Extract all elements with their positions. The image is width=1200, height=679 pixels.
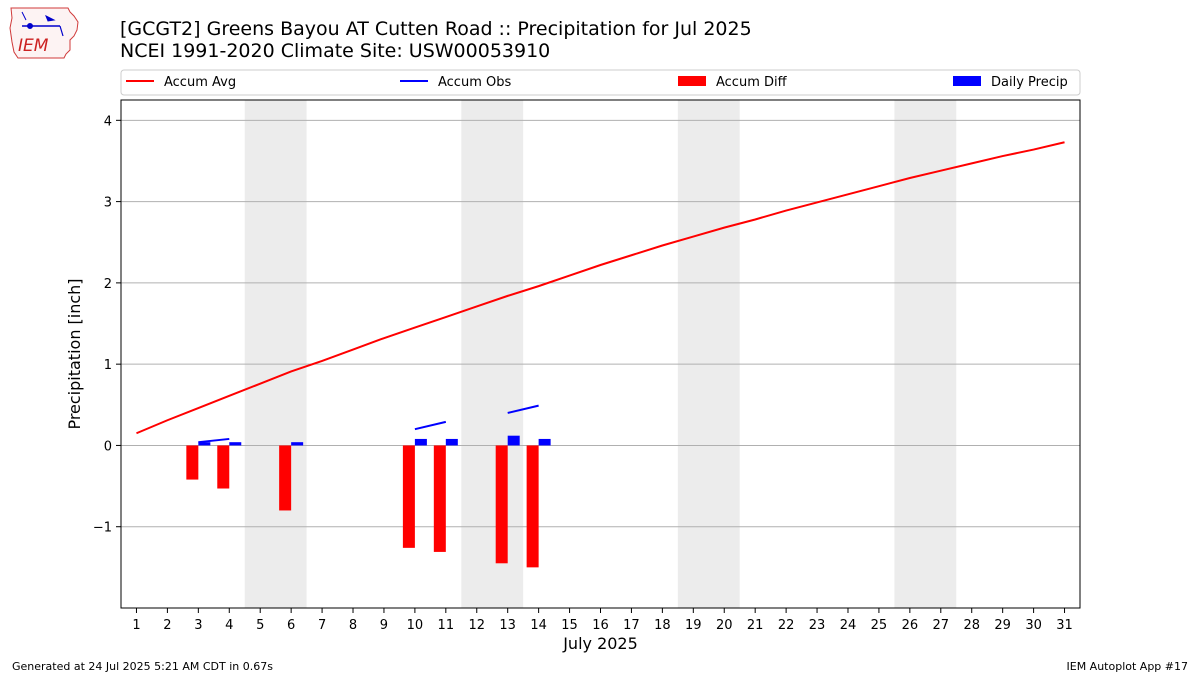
legend-label: Accum Obs [438, 75, 511, 90]
accum-obs-segment [414, 420, 447, 431]
accum-diff-bar [433, 445, 446, 552]
x-tick-label: 20 [716, 618, 733, 633]
legend-label: Daily Precip [991, 75, 1068, 90]
x-tick-label: 21 [747, 618, 764, 633]
x-tick-label: 1 [132, 618, 140, 633]
x-tick-label: 14 [530, 618, 547, 633]
accum-diff-bar [279, 445, 292, 511]
x-tick-label: 15 [561, 618, 578, 633]
x-tick-label: 18 [654, 618, 671, 633]
x-tick-label: 2 [163, 618, 171, 633]
x-tick-label: 16 [592, 618, 609, 633]
y-tick-label: 0 [104, 439, 112, 454]
daily-precip-bar [445, 438, 458, 446]
accum-obs-segment [198, 437, 230, 444]
y-tick-label: 4 [104, 114, 112, 129]
x-tick-label: 25 [871, 618, 888, 633]
daily-precip-bar [414, 438, 427, 446]
x-tick-label: 30 [1025, 618, 1042, 633]
x-tick-label: 19 [685, 618, 702, 633]
weekend-shade [677, 100, 740, 608]
y-tick-label: −1 [93, 521, 112, 536]
legend-swatch-bar [678, 76, 706, 86]
x-tick-label: 23 [809, 618, 826, 633]
accum-obs-segment [507, 404, 539, 414]
y-tick-label: 1 [104, 358, 112, 373]
daily-precip-bar [507, 435, 520, 446]
weather-station-icon [21, 11, 64, 37]
weekend-shade [244, 100, 307, 608]
x-tick-label: 12 [468, 618, 485, 633]
x-tick-label: 13 [499, 618, 516, 633]
x-tick-label: 22 [778, 618, 795, 633]
accum-diff-bar [217, 445, 230, 489]
legend-box [120, 69, 1081, 96]
footer-generated-text: Generated at 24 Jul 2025 5:21 AM CDT in … [12, 660, 273, 673]
weekend-shade [894, 100, 957, 608]
x-tick-label: 29 [994, 618, 1011, 633]
x-tick-label: 3 [194, 618, 202, 633]
daily-precip-bar [538, 438, 551, 446]
y-axis-label: Precipitation [inch] [65, 278, 84, 429]
x-axis-label: July 2025 [562, 634, 638, 653]
x-tick-label: 9 [380, 618, 388, 633]
x-tick-label: 11 [438, 618, 455, 633]
accum-avg-line [136, 141, 1065, 435]
legend-label: Accum Avg [164, 75, 236, 90]
x-tick-label: 6 [287, 618, 295, 633]
iowa-outline-icon [9, 7, 79, 59]
chart-subtitle: NCEI 1991-2020 Climate Site: USW00053910 [120, 40, 550, 62]
x-tick-label: 10 [407, 618, 424, 633]
x-tick-label: 7 [318, 618, 326, 633]
daily-precip-bar [291, 442, 304, 446]
accum-diff-bar [186, 445, 199, 480]
x-tick-label: 4 [225, 618, 233, 633]
footer-app-text: IEM Autoplot App #17 [1067, 660, 1189, 673]
chart-title: [GCGT2] Greens Bayou AT Cutten Road :: P… [120, 18, 752, 40]
accum-diff-bar [526, 445, 539, 568]
logo-text: IEM [18, 36, 49, 56]
y-tick-label: 3 [104, 196, 112, 211]
accum-diff-bar [495, 445, 508, 564]
x-tick-label: 31 [1056, 618, 1073, 633]
x-tick-label: 17 [623, 618, 640, 633]
legend-label: Accum Diff [716, 75, 788, 90]
daily-precip-bar [198, 442, 211, 446]
legend-swatch-bar [953, 76, 981, 86]
x-tick-label: 26 [902, 618, 919, 633]
y-tick-label: 2 [104, 277, 112, 292]
iem-logo: IEM [8, 6, 80, 60]
x-tick-label: 28 [963, 618, 980, 633]
x-tick-label: 27 [933, 618, 950, 633]
weekend-shade [461, 100, 524, 608]
x-tick-label: 24 [840, 618, 857, 633]
accum-diff-bar [402, 445, 415, 548]
x-tick-label: 8 [349, 618, 357, 633]
daily-precip-bar [229, 442, 242, 446]
x-tick-label: 5 [256, 618, 264, 633]
